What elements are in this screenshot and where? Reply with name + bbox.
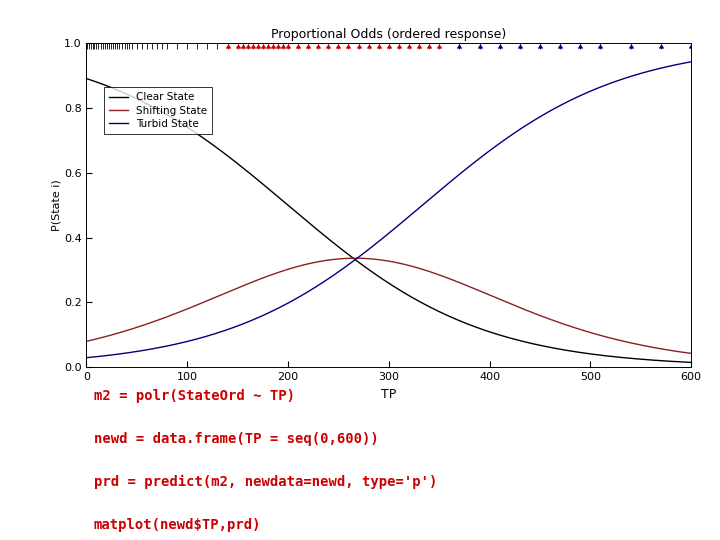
X-axis label: TP: TP xyxy=(381,388,397,401)
Legend: Clear State, Shifting State, Turbid State: Clear State, Shifting State, Turbid Stat… xyxy=(104,87,212,134)
Text: m2 = polr(StateOrd ~ TP): m2 = polr(StateOrd ~ TP) xyxy=(94,389,294,403)
Text: matplot(newd$TP,prd): matplot(newd$TP,prd) xyxy=(94,518,261,532)
Title: Proportional Odds (ordered response): Proportional Odds (ordered response) xyxy=(271,28,506,40)
Text: newd = data.frame(TP = seq(0,600)): newd = data.frame(TP = seq(0,600)) xyxy=(94,432,378,446)
Text: prd = predict(m2, newdata=newd, type='p'): prd = predict(m2, newdata=newd, type='p'… xyxy=(94,475,437,489)
Y-axis label: P(State i): P(State i) xyxy=(51,179,61,231)
